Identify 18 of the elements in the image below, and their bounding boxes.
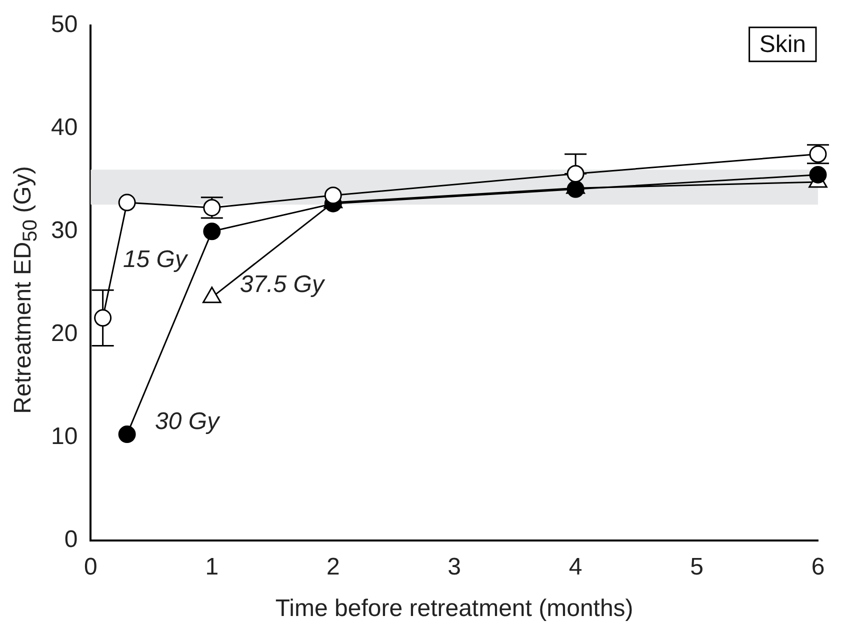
- y-tick-label: 0: [64, 526, 78, 554]
- x-tick-label: 4: [568, 553, 582, 580]
- x-tick-label: 5: [690, 553, 704, 580]
- y-tick-label: 10: [50, 423, 78, 450]
- x-axis-title: Time before retreatment (months): [275, 595, 634, 622]
- x-tick-label: 0: [84, 553, 98, 580]
- y-tick-label: 30: [50, 217, 78, 244]
- x-tick-label: 1: [205, 553, 219, 580]
- series-label: 37.5 Gy: [240, 270, 326, 298]
- x-tick-label: 6: [811, 553, 825, 580]
- series-label: 15 Gy: [122, 246, 189, 273]
- annotation: Skin: [759, 31, 806, 58]
- y-tick-label: 50: [50, 11, 78, 38]
- series-label: 30 Gy: [155, 408, 222, 435]
- y-tick-label: 40: [50, 114, 78, 142]
- x-tick-label: 2: [326, 553, 340, 580]
- y-tick-label: 20: [50, 320, 78, 348]
- x-tick-label: 3: [448, 553, 462, 580]
